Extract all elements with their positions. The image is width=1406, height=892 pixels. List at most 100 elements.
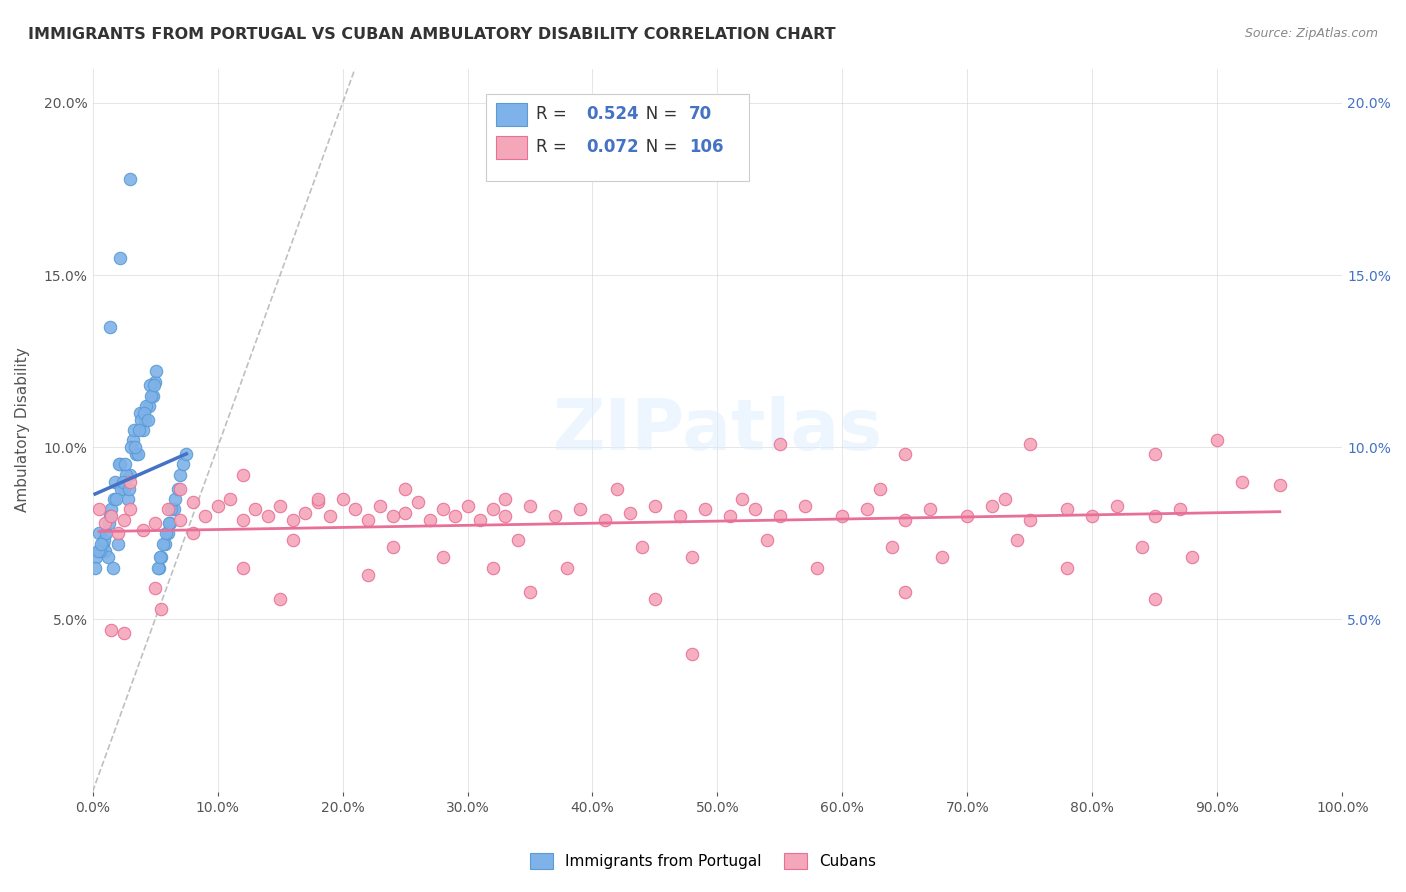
Point xyxy=(519,499,541,513)
Point xyxy=(269,591,291,606)
Point xyxy=(176,447,198,461)
Point xyxy=(481,502,503,516)
Text: IMMIGRANTS FROM PORTUGAL VS CUBAN AMBULATORY DISABILITY CORRELATION CHART: IMMIGRANTS FROM PORTUGAL VS CUBAN AMBULA… xyxy=(28,27,835,42)
Point xyxy=(148,560,170,574)
Point xyxy=(166,482,188,496)
Point xyxy=(1181,550,1204,565)
Point xyxy=(131,523,153,537)
Point xyxy=(681,550,703,565)
Text: R =: R = xyxy=(536,137,572,155)
Point xyxy=(232,467,254,482)
Point xyxy=(468,512,491,526)
Point xyxy=(145,364,167,378)
Point xyxy=(101,560,124,574)
Point xyxy=(159,516,181,530)
Point xyxy=(856,502,879,516)
Point xyxy=(1168,502,1191,516)
Point xyxy=(432,550,454,565)
Text: 0.072: 0.072 xyxy=(586,137,638,155)
Point xyxy=(769,509,792,524)
Point xyxy=(669,509,692,524)
Point xyxy=(97,516,120,530)
Point xyxy=(681,647,703,661)
Point xyxy=(120,502,142,516)
Point xyxy=(98,509,121,524)
Point xyxy=(1143,447,1166,461)
Point xyxy=(644,591,666,606)
Point xyxy=(406,495,429,509)
Point xyxy=(356,512,378,526)
Point xyxy=(131,413,153,427)
Point xyxy=(219,491,242,506)
Point xyxy=(124,440,146,454)
Point xyxy=(139,378,162,392)
Point xyxy=(86,543,108,558)
Point xyxy=(1130,540,1153,554)
Point xyxy=(769,437,792,451)
Point xyxy=(156,526,179,541)
Point xyxy=(232,512,254,526)
Point xyxy=(128,423,150,437)
Point xyxy=(931,550,953,565)
Point xyxy=(281,512,304,526)
Point xyxy=(181,526,204,541)
Point xyxy=(125,447,148,461)
Point xyxy=(135,399,157,413)
Point xyxy=(1107,499,1129,513)
Point xyxy=(152,536,174,550)
Point xyxy=(138,399,160,413)
Point xyxy=(107,526,129,541)
Point xyxy=(631,540,654,554)
Point xyxy=(104,475,127,489)
Point xyxy=(894,447,917,461)
Point xyxy=(114,458,136,472)
Point xyxy=(593,512,616,526)
Point xyxy=(143,582,166,596)
Point xyxy=(112,626,135,640)
Point xyxy=(120,467,142,482)
Point xyxy=(169,512,191,526)
Point xyxy=(86,550,108,565)
Point xyxy=(544,509,567,524)
Point xyxy=(132,406,155,420)
Point xyxy=(894,585,917,599)
Point xyxy=(307,495,329,509)
Point xyxy=(142,388,165,402)
Point xyxy=(956,509,979,524)
Point xyxy=(1056,502,1078,516)
Point xyxy=(165,491,187,506)
Point xyxy=(134,413,156,427)
Point xyxy=(744,502,766,516)
Point xyxy=(432,502,454,516)
Point xyxy=(381,509,404,524)
Point xyxy=(120,171,142,186)
Point xyxy=(122,423,145,437)
Point xyxy=(181,495,204,509)
Y-axis label: Ambulatory Disability: Ambulatory Disability xyxy=(15,348,30,512)
Point xyxy=(100,623,122,637)
Point xyxy=(87,502,110,516)
Point xyxy=(150,602,173,616)
Point xyxy=(332,491,354,506)
Point xyxy=(142,378,165,392)
Point xyxy=(506,533,529,548)
Point xyxy=(108,251,131,265)
Point xyxy=(606,482,628,496)
Point xyxy=(869,482,891,496)
Point xyxy=(141,388,163,402)
Point xyxy=(143,375,166,389)
Point xyxy=(457,499,479,513)
Point xyxy=(118,482,141,496)
Point xyxy=(146,560,169,574)
Point xyxy=(756,533,779,548)
Point xyxy=(1143,591,1166,606)
Point xyxy=(494,509,516,524)
Point xyxy=(100,509,122,524)
Point xyxy=(232,560,254,574)
Point xyxy=(494,491,516,506)
Point xyxy=(121,434,143,448)
FancyBboxPatch shape xyxy=(496,136,527,159)
FancyBboxPatch shape xyxy=(496,103,527,127)
Point xyxy=(110,482,132,496)
Point xyxy=(97,550,120,565)
